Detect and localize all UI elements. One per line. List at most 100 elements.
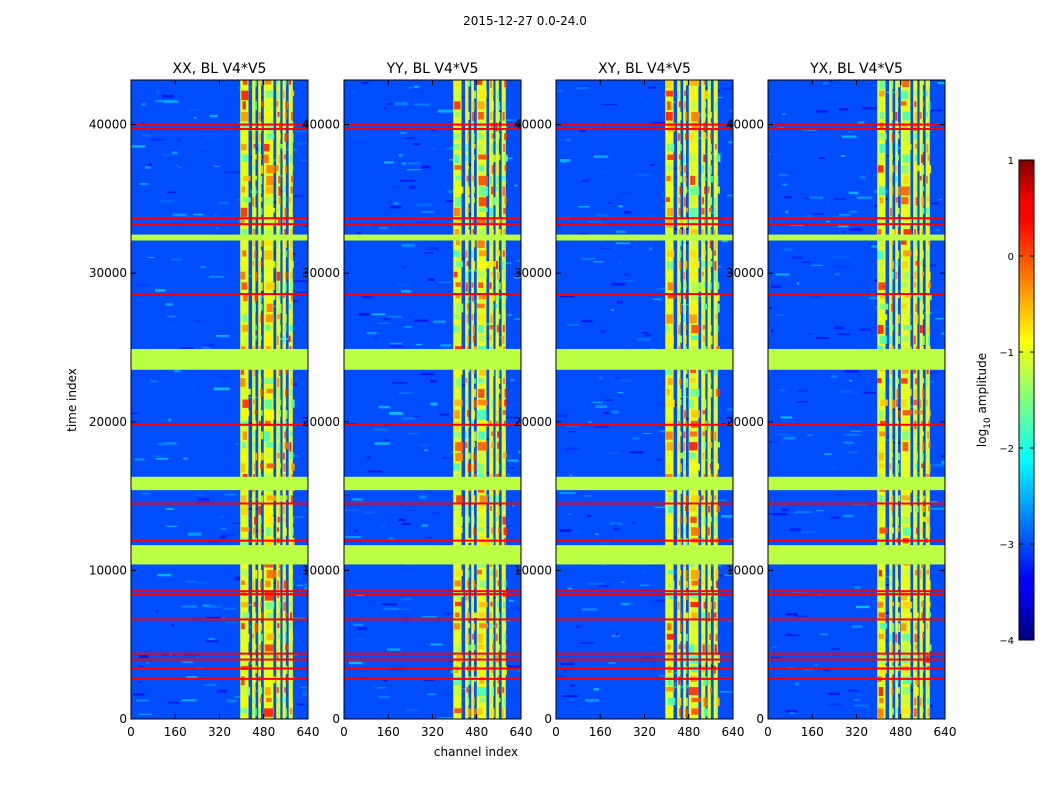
rfi-time-line (344, 292, 521, 295)
noise-cell (393, 102, 408, 106)
rfi-channel-cell (496, 207, 499, 218)
rfi-channel-band (288, 80, 293, 719)
flagged-time-band (556, 476, 733, 491)
rfi-channel-cell (265, 580, 271, 588)
y-tick-label: 10000 (726, 563, 764, 577)
noise-cell (131, 412, 139, 414)
rfi-time-line (131, 128, 308, 131)
noise-cell (836, 493, 842, 496)
rfi-channel-cell (467, 516, 470, 523)
rfi-channel-cell (879, 90, 885, 97)
rfi-channel-cell (477, 516, 485, 524)
rfi-channel-cell (252, 218, 255, 225)
rfi-channel-cell (679, 399, 682, 406)
rfi-channel-cell (902, 282, 908, 288)
rfi-channel-cell (503, 537, 506, 547)
rfi-channel-cell (667, 591, 673, 600)
x-tick-label: 480 (465, 725, 488, 739)
rfi-channel-cell (685, 708, 688, 718)
rfi-channel-cell (690, 165, 696, 171)
noise-cell (303, 586, 308, 590)
rfi-channel-cell (491, 197, 496, 206)
rfi-channel-cell (495, 569, 498, 578)
noise-cell (227, 699, 237, 703)
rfi-channel-cell (265, 90, 274, 98)
rfi-time-line (768, 128, 945, 131)
rfi-channel-cell (713, 133, 716, 143)
rfi-channel-cell (891, 303, 894, 312)
rfi-channel-cell (503, 569, 506, 578)
rfi-time-line (131, 677, 308, 680)
rfi-channel-cell (685, 580, 688, 588)
rfi-channel-cell (897, 378, 900, 384)
rfi-channel-cell (498, 644, 501, 651)
noise-cell (374, 337, 378, 340)
noise-cell (856, 596, 871, 600)
rfi-channel-cell (665, 239, 670, 248)
rfi-channel-cell (890, 410, 893, 416)
rfi-channel-cell (491, 133, 494, 139)
rfi-channel-cell (241, 623, 245, 630)
noise-cell (623, 210, 632, 214)
noise-cell (520, 207, 521, 210)
noise-cell (165, 508, 174, 511)
rfi-channel-cell (473, 143, 476, 149)
colorbar-label-main: log (975, 429, 989, 447)
noise-cell (721, 240, 728, 243)
rfi-channel-cell (915, 197, 918, 206)
noise-cell (874, 306, 879, 309)
noise-cell (654, 402, 661, 406)
rfi-channel-cell (916, 165, 921, 172)
rfi-time-line (556, 667, 733, 670)
rfi-channel-cell (714, 143, 717, 150)
noise-cell (442, 185, 457, 187)
rfi-channel-cell (915, 463, 918, 469)
noise-cell (400, 597, 412, 601)
noise-cell (857, 121, 865, 125)
noise-cell (484, 99, 491, 101)
rfi-time-line (556, 502, 733, 505)
rfi-channel-cell (473, 495, 476, 504)
colorbar: 10−1−2−3−4 log10 amplitude (975, 156, 1035, 647)
noise-cell (806, 215, 814, 219)
rfi-channel-cell (497, 282, 501, 290)
rfi-channel-cell (453, 335, 458, 344)
noise-cell (156, 609, 159, 613)
rfi-channel-cell (266, 388, 274, 394)
noise-cell (561, 160, 566, 164)
noise-cell (352, 498, 363, 501)
noise-cell (786, 633, 792, 635)
rfi-channel-cell (266, 175, 274, 186)
rfi-channel-cell (710, 335, 713, 345)
rfi-channel-cell (902, 687, 911, 695)
rfi-channel-cell (241, 282, 248, 290)
rfi-time-line (556, 223, 733, 226)
rfi-channel-cell (708, 569, 711, 576)
rfi-channel-cell (690, 80, 700, 87)
rfi-channel-cell (667, 410, 674, 419)
rfi-channel-cell (290, 271, 293, 279)
rfi-channel-cell (708, 314, 712, 319)
rfi-channel-cell (495, 122, 498, 132)
noise-cell (828, 692, 840, 696)
noise-cell (421, 210, 434, 213)
y-tick-label: 20000 (514, 415, 552, 429)
noise-cell (921, 695, 927, 699)
y-tick-label: 30000 (302, 266, 340, 280)
noise-cell (418, 495, 427, 499)
rfi-channel-cell (878, 687, 883, 696)
noise-cell (141, 492, 151, 495)
noise-cell (192, 385, 195, 388)
rfi-channel-cell (714, 410, 717, 420)
noise-cell (174, 369, 181, 373)
noise-cell (220, 701, 233, 704)
heatmap-image (344, 80, 521, 719)
rfi-channel-cell (473, 388, 476, 398)
rfi-channel-cell (901, 580, 911, 590)
rfi-channel-cell (473, 580, 476, 589)
rfi-channel-cell (916, 452, 919, 461)
noise-cell (943, 605, 945, 609)
noise-cell (162, 154, 171, 157)
flagged-time-band (768, 348, 945, 370)
y-tick-label: 20000 (302, 415, 340, 429)
